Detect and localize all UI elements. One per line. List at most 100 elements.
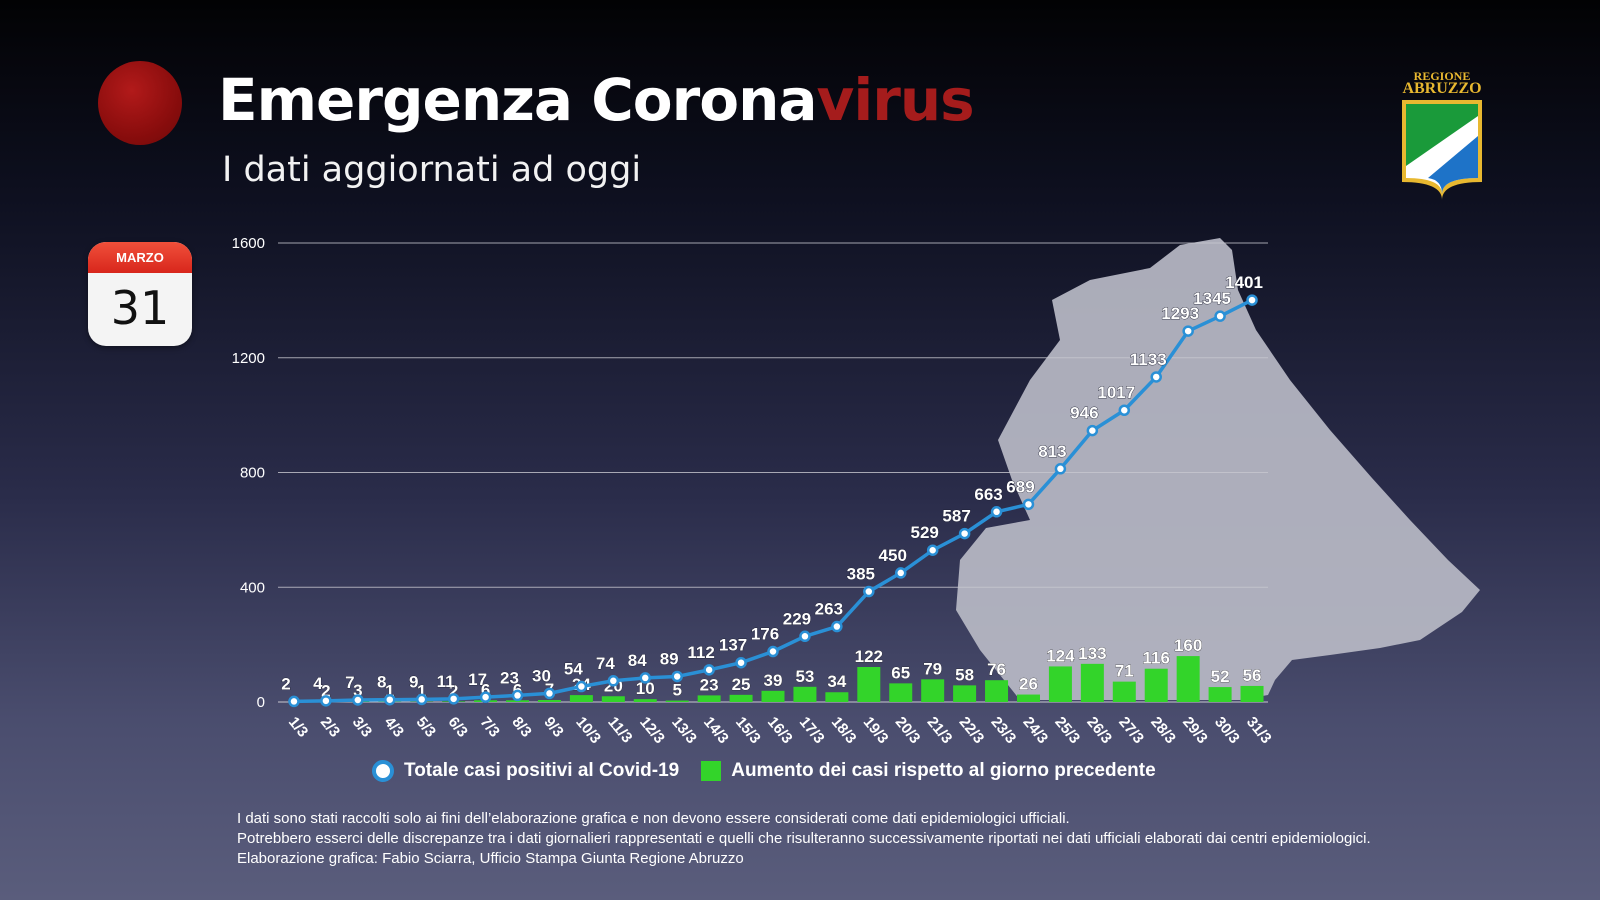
regione-abruzzo-shield-logo <box>1402 100 1482 200</box>
footnote-3: Elaborazione grafica: Fabio Sciarra, Uff… <box>237 850 744 867</box>
line-value-label: 137 <box>719 636 747 655</box>
line-value-label: 9 <box>409 672 418 691</box>
line-point <box>831 620 843 633</box>
legend-bar-label: Aumento dei casi rispetto al giorno prec… <box>731 760 1156 781</box>
bar-value-label: 25 <box>732 675 751 694</box>
x-tick-label: 4/3 <box>381 714 407 741</box>
bar <box>1240 685 1264 702</box>
bar <box>1112 681 1136 702</box>
line-point <box>990 506 1003 518</box>
line-value-label: 176 <box>751 625 779 644</box>
line-point <box>1182 325 1194 337</box>
line-value-label: 1401 <box>1225 273 1263 292</box>
line-point <box>479 691 492 703</box>
bar <box>601 696 625 702</box>
title-accent: virus <box>816 66 975 134</box>
line-point <box>799 630 811 643</box>
x-tick-label: 5/3 <box>413 714 439 741</box>
line-value-label: 587 <box>942 507 970 526</box>
x-tick-label: 2/3 <box>317 714 343 741</box>
x-tick-label: 6/3 <box>445 714 471 741</box>
bar <box>1048 666 1072 702</box>
bar <box>889 683 913 702</box>
line-point <box>958 527 971 540</box>
line-value-label: 385 <box>847 565 875 584</box>
line-value-label: 1293 <box>1161 304 1199 323</box>
x-tick-label: 15/3 <box>732 714 764 747</box>
bar <box>761 690 785 702</box>
line-point <box>543 687 556 700</box>
bar-value-label: 116 <box>1143 649 1170 668</box>
calendar-month: MARZO <box>88 242 192 273</box>
x-tick-label: 19/3 <box>860 714 892 747</box>
line-value-label: 7 <box>345 673 354 692</box>
line-point <box>1086 424 1099 437</box>
line-point <box>894 567 907 579</box>
line-value-label: 529 <box>910 523 938 542</box>
line-point <box>863 585 875 598</box>
bar-value-label: 160 <box>1174 636 1202 655</box>
y-tick-label: 0 <box>257 694 265 711</box>
x-tick-label: 12/3 <box>636 714 668 747</box>
bar-value-label: 3 <box>353 681 362 700</box>
line-point <box>384 693 396 706</box>
line-value-label: 74 <box>596 654 615 673</box>
line-value-label: 1017 <box>1097 383 1135 402</box>
line-point <box>735 656 747 669</box>
footnote-2: Potrebbero esserci delle discrepanze tra… <box>237 830 1371 847</box>
x-tick-label: 3/3 <box>349 714 375 741</box>
line-series: 2 4 7 8 9 11 17 23 30 54 74 84 89 112 1371762292633854… <box>281 273 1263 708</box>
line-value-label: 263 <box>815 600 843 619</box>
bar <box>729 694 753 702</box>
line-point <box>415 693 428 706</box>
x-tick-label: 18/3 <box>828 714 860 747</box>
line-value-label: 23 <box>500 668 519 687</box>
bar <box>1176 656 1200 702</box>
line-value-label: 1133 <box>1130 350 1167 369</box>
x-tick-label: 17/3 <box>796 714 828 747</box>
y-tick-label: 1600 <box>232 235 265 252</box>
line-point <box>575 680 588 693</box>
logo-text-regione: REGIONE <box>1413 69 1471 83</box>
x-tick-label: 28/3 <box>1147 714 1179 747</box>
line-point <box>607 675 620 687</box>
x-tick-label: 1/3 <box>285 714 311 741</box>
title-main: Emergenza Corona <box>218 66 818 134</box>
bar <box>985 680 1009 702</box>
bar <box>825 692 849 702</box>
line-value-label: 30 <box>532 666 551 685</box>
y-tick-label: 800 <box>240 465 265 482</box>
line-value-label: 89 <box>660 649 679 668</box>
y-axis-ticks: 0 400 800 1200 1600 <box>232 235 265 711</box>
legend-bar-marker-icon <box>701 761 722 781</box>
line-point <box>703 664 715 676</box>
line-point <box>511 689 524 702</box>
bar-value-label: 122 <box>855 647 883 666</box>
x-tick-label: 13/3 <box>668 714 700 747</box>
line-point <box>1022 498 1035 511</box>
legend-line-label: Totale casi positivi al Covid-19 <box>404 760 680 781</box>
bar <box>537 699 561 702</box>
x-tick-label: 9/3 <box>540 714 566 741</box>
legend-item-bar: Aumento dei casi rispetto al giorno prec… <box>701 760 1156 782</box>
bar <box>857 667 881 702</box>
line-value-label: 112 <box>687 643 714 662</box>
x-tick-label: 8/3 <box>508 714 534 741</box>
line-value-label: 229 <box>783 609 811 628</box>
x-tick-label: 7/3 <box>477 714 503 741</box>
bar <box>697 695 721 702</box>
x-tick-label: 11/3 <box>604 714 635 747</box>
bar <box>569 695 593 702</box>
line-value-label: 1345 <box>1193 289 1231 308</box>
line-point <box>447 693 460 705</box>
page-title: Emergenza Coronavirus <box>218 66 975 134</box>
bar-value-label: 2 <box>449 681 458 700</box>
bar <box>953 685 977 702</box>
bar-value-label: 52 <box>1211 667 1230 686</box>
bar-value-label: 1 <box>385 682 394 701</box>
line-point <box>1150 371 1162 383</box>
x-tick-label: 27/3 <box>1115 714 1147 747</box>
x-tick-label: 22/3 <box>956 714 988 747</box>
line-value-label: 17 <box>468 670 487 689</box>
